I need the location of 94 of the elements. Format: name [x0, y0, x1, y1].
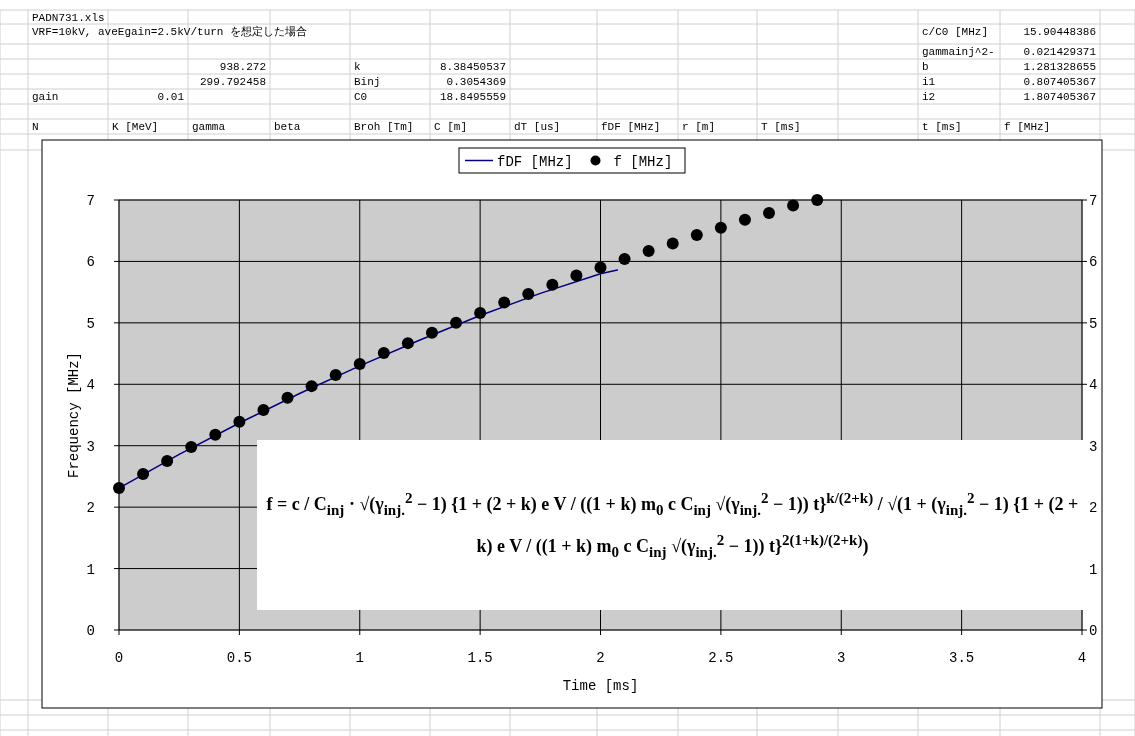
y-tick-label: 7	[86, 193, 95, 209]
x-tick-label: 1	[355, 650, 364, 666]
text: K [MeV]	[112, 120, 159, 134]
point	[401, 337, 414, 350]
text: i1	[922, 75, 936, 89]
text: b	[922, 60, 929, 74]
y2-tick-label: 4	[1089, 377, 1098, 394]
y-tick-label: 5	[86, 315, 95, 332]
y-tick-label: 4	[86, 377, 95, 394]
x-tick-label: 0	[114, 650, 124, 666]
y2-tick-label: 3	[1089, 438, 1098, 455]
text: Binj	[354, 75, 381, 89]
text: 18.8495559	[439, 90, 506, 104]
point	[425, 326, 438, 339]
text: 0.01	[157, 90, 184, 104]
point	[714, 221, 727, 234]
text: t [ms]	[922, 120, 962, 134]
text: 0.807405367	[1023, 75, 1096, 89]
point	[811, 194, 824, 206]
text: beta	[274, 120, 301, 134]
point	[281, 391, 294, 404]
text: i2	[922, 90, 936, 104]
text: C0	[354, 90, 368, 104]
text: c/C0 [MHz]	[922, 25, 989, 39]
text: 0.021429371	[1023, 45, 1096, 59]
legend-label: f [MHz]	[613, 153, 673, 170]
text: 0.3054369	[446, 75, 506, 89]
point	[546, 278, 559, 291]
text: PADN731.xls	[32, 11, 105, 25]
x-tick-label: 2	[596, 650, 605, 666]
point	[209, 428, 222, 441]
point	[594, 261, 607, 274]
y-tick-label: 2	[86, 500, 95, 517]
x-tick-label: 1.5	[467, 650, 493, 666]
text: 8.38450537	[439, 60, 506, 74]
y-tick-label: 0	[86, 623, 95, 639]
text: f [MHz]	[1004, 120, 1051, 134]
y-tick-label: 3	[86, 438, 95, 455]
text: r [m]	[682, 120, 716, 134]
point	[666, 237, 679, 250]
y-axis-title: Frequency [MHz]	[66, 351, 82, 479]
point	[498, 296, 511, 309]
point	[474, 307, 487, 320]
text: gain	[32, 90, 59, 104]
x-axis-title: Time [ms]	[562, 678, 639, 694]
text: T [ms]	[761, 120, 801, 134]
point	[690, 229, 703, 242]
y2-tick-label: 0	[1089, 623, 1098, 639]
point	[763, 206, 776, 219]
point	[787, 199, 800, 212]
text: 938.272	[219, 60, 266, 74]
point	[353, 358, 366, 371]
y2-tick-label: 7	[1089, 193, 1098, 209]
point	[522, 287, 535, 300]
text: N	[32, 120, 39, 134]
point	[257, 404, 270, 417]
y2-tick-label: 6	[1089, 254, 1098, 271]
point	[738, 213, 751, 226]
y2-tick-label: 2	[1089, 500, 1098, 517]
point	[233, 415, 246, 428]
x-tick-label: 4	[1077, 650, 1087, 666]
text: 1.281328655	[1023, 60, 1096, 74]
y2-tick-label: 1	[1089, 561, 1098, 578]
x-tick-label: 3	[837, 650, 846, 666]
text: 15.90448386	[1023, 25, 1096, 39]
text: dT [us]	[514, 120, 561, 134]
point	[570, 269, 583, 282]
point	[161, 455, 174, 468]
text: fDF [MHz]	[601, 120, 661, 134]
legend-label: fDF [MHz]	[497, 153, 573, 170]
y-tick-label: 1	[86, 561, 95, 578]
point	[618, 252, 631, 265]
x-tick-label: 2.5	[708, 650, 734, 666]
x-tick-label: 3.5	[949, 650, 975, 666]
point	[450, 316, 463, 329]
text: 1.807405367	[1023, 90, 1096, 104]
text: VRF=10kV, aveEgain=2.5kV/turn を想定した場合	[32, 25, 308, 39]
point	[137, 467, 150, 480]
point	[642, 244, 655, 257]
x-tick-label: 0.5	[226, 650, 252, 666]
y2-tick-label: 5	[1089, 315, 1098, 332]
point	[185, 440, 198, 453]
text: Broh [Tm]	[354, 120, 414, 134]
text: f = c / C$_{inj}$ · √(γ$_{inj.}$$^{2}$ − 1) {1 + (2 + k) e V / ((1 + k) m$_{0}$ c C$_{inj}$ √(γ$_{inj.}$$^{2}$ − 1)) t}$^{k/(2+k)}$ / √(1 + (γ$_{inj.}$$^{2}$ − 1) {1 + (2 + k) e V / ((1 + k) m$_{0}$ c C$_{inj}$ √(γ$_{inj.}$$^{2}$ − 1)) t}$^{2(1+k)/(2+k)}$)	[266, 490, 1079, 560]
y-tick-label: 6	[86, 254, 95, 271]
point	[113, 482, 125, 495]
point	[377, 346, 390, 359]
text: gamma	[192, 120, 226, 134]
point	[329, 369, 342, 382]
text: gammainj^2-	[922, 45, 995, 59]
text: C [m]	[434, 120, 468, 134]
text: 299.792458	[199, 75, 266, 89]
text: k	[354, 60, 361, 74]
point	[305, 380, 318, 393]
